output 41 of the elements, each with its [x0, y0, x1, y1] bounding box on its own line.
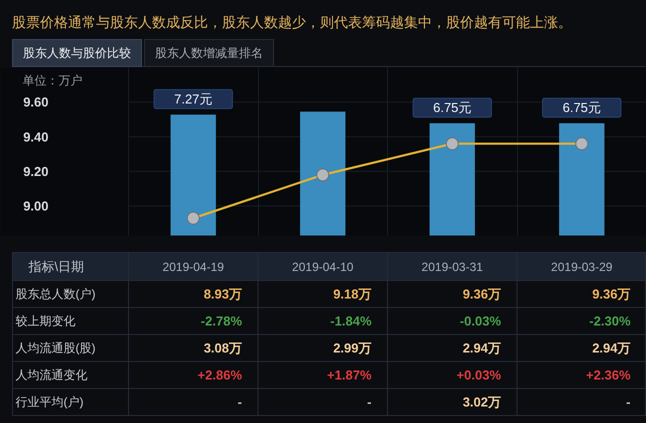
data-label: 2.94万 [592, 340, 631, 356]
data-label: 6.75元 [562, 100, 601, 116]
data-label: - [238, 394, 242, 410]
data-label: 3.08万 [204, 340, 242, 356]
data-label: +0.03% [456, 368, 502, 382]
data-label: +2.36% [586, 368, 631, 382]
category-label: 2019-03-31 [422, 260, 484, 274]
y-tick-label: 9.00 [23, 198, 49, 214]
chart-subtitle: 股东人数与股价比较 [12, 39, 142, 67]
category-label: 2019-04-19 [162, 260, 224, 274]
data-label: +2.86% [198, 368, 242, 382]
y-tick-label: 9.60 [23, 94, 49, 110]
text: 人均流通股(股) [16, 341, 96, 355]
data-label: -2.78% [200, 314, 242, 328]
data-label: -0.03% [460, 314, 502, 328]
text: 股东人数增减量排名 [144, 39, 274, 67]
text: 行业平均(户) [16, 395, 84, 409]
y-axis-title: 单位：万户 [22, 74, 82, 88]
category-label: 2019-03-29 [551, 260, 613, 274]
data-label: 9.18万 [333, 286, 372, 302]
data-label: - [626, 394, 631, 410]
text: 较上期变化 [16, 314, 76, 328]
category-label: 2019-04-10 [292, 260, 354, 274]
data-label: 9.36万 [592, 286, 631, 302]
data-label: - [367, 394, 372, 410]
data-label: -2.30% [589, 314, 631, 328]
data-label: 7.27元 [174, 92, 212, 107]
text: 股东总人数(户) [16, 287, 96, 301]
text: 人均流通变化 [16, 368, 88, 382]
data-label: 3.02万 [462, 394, 502, 410]
y-tick-label: 9.20 [23, 164, 49, 179]
data-label: 2.99万 [333, 340, 372, 356]
data-label: 6.75元 [433, 100, 472, 116]
text: 指标\日期 [28, 259, 84, 274]
data-label: 2.94万 [462, 340, 502, 356]
data-label: 8.93万 [204, 286, 242, 302]
y-tick-label: 9.40 [23, 129, 49, 144]
data-label: -1.84% [330, 314, 372, 328]
data-label: +1.87% [327, 368, 372, 382]
data-label: 9.36万 [462, 286, 502, 302]
chart-title: 股票价格通常与股东人数成反比，股东人数越少，则代表筹码越集中，股价越有可能上涨。 [12, 13, 572, 32]
